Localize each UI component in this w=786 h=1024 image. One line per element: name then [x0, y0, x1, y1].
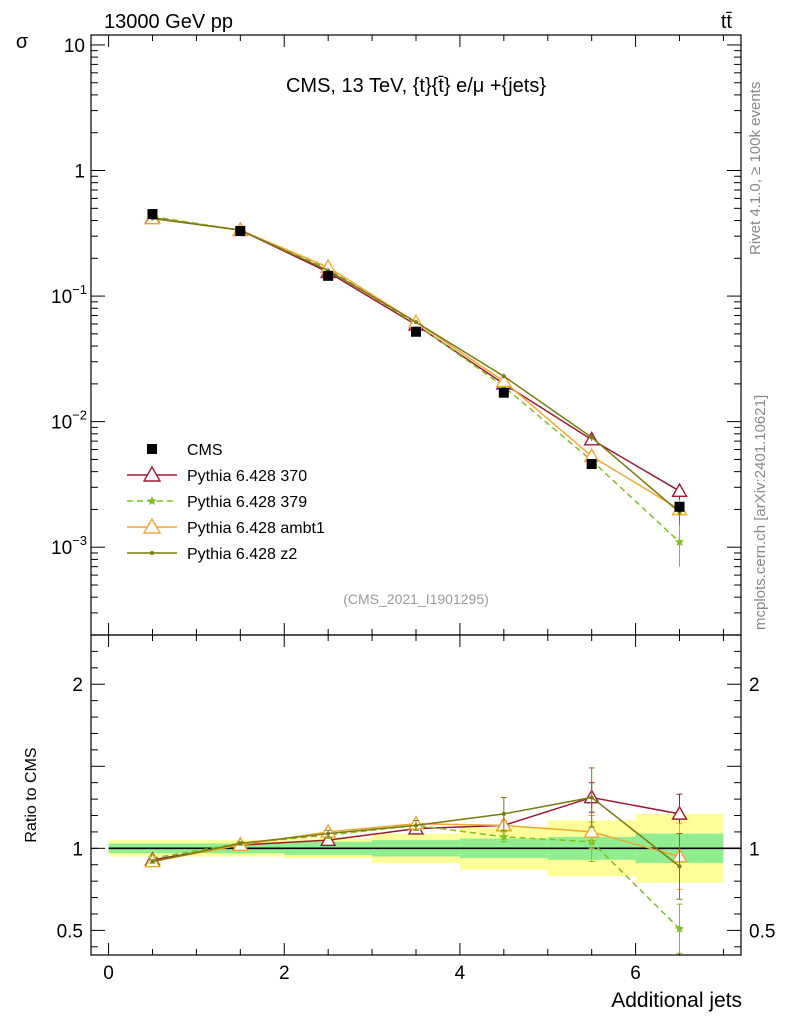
- ratio-y-tick-label-right: 2: [749, 675, 760, 696]
- marker-star: [499, 831, 509, 841]
- marker-dot: [150, 859, 155, 864]
- marker-dot: [150, 551, 154, 555]
- marker-dot: [501, 811, 506, 816]
- x-axis-label: Additional jets: [611, 989, 742, 1012]
- chart-title: CMS, 13 TeV, {t}{t̄} e/μ +{jets}: [286, 75, 546, 97]
- ratio-y-tick-label-right: 0.5: [749, 921, 775, 942]
- ratio-y-tick-label: 2: [72, 675, 83, 696]
- marker-dot: [677, 864, 682, 869]
- x-tick-label: 4: [455, 963, 466, 984]
- main-y-label: σ: [16, 31, 29, 53]
- x-tick-label: 0: [103, 963, 114, 984]
- marker-dot: [326, 831, 331, 836]
- legend-label: Pythia 6.428 z2: [187, 546, 297, 563]
- main-y-tick-label: 10−1: [51, 282, 87, 308]
- series-p379: [147, 211, 685, 567]
- legend-item-p370: Pythia 6.428 370: [127, 465, 307, 485]
- marker-star: [674, 923, 685, 933]
- marker-square: [498, 387, 509, 398]
- marker-dot: [414, 823, 418, 828]
- marker-square: [674, 501, 685, 512]
- legend: CMS Pythia 6.428 370 Pythia 6.428 379 Pythi…: [127, 442, 325, 563]
- main-y-tick-label: 1: [74, 162, 85, 183]
- marker-triangle: [319, 831, 337, 847]
- ratio-y-tick-label: 1: [72, 839, 83, 860]
- marker-triangle: [671, 805, 688, 820]
- ratio-y-tick-label: 0.5: [57, 921, 83, 942]
- ratio-series-z2: [149, 767, 683, 900]
- marker-square: [323, 270, 334, 281]
- series-cms-data: [147, 209, 685, 513]
- x-tick-label: 2: [279, 963, 290, 984]
- marker-square: [586, 459, 597, 470]
- legend-item-p379: Pythia 6.428 379: [127, 494, 307, 511]
- series-line-p370: [152, 217, 680, 492]
- main-y-tick-label: 10: [64, 36, 85, 57]
- x-tick-label: 6: [630, 963, 641, 984]
- marker-triangle: [671, 482, 688, 498]
- mcplots-label: mcplots.cern.ch [arXiv:2401.10621]: [752, 395, 769, 630]
- marker-triangle: [495, 372, 513, 388]
- rivet-label: Rivet 4.1.0, ≥ 100k events: [747, 82, 764, 255]
- process-label: tt̄: [721, 11, 733, 33]
- ratio-series: [144, 767, 688, 954]
- main-axis-ticks: 10−3 10−2 10−1 1 10: [51, 35, 741, 636]
- legend-label: Pythia 6.428 370: [187, 468, 307, 485]
- marker-square: [235, 225, 246, 236]
- legend-item-ambt1: Pythia 6.428 ambt1: [127, 517, 325, 537]
- series-p370: [144, 209, 688, 500]
- legend-label: Pythia 6.428 379: [187, 494, 307, 511]
- legend-item-z2: Pythia 6.428 z2: [127, 546, 297, 563]
- main-series: [144, 209, 688, 567]
- marker-dot: [589, 795, 594, 800]
- marker-square: [411, 326, 421, 337]
- legend-item-cms: CMS: [147, 442, 223, 459]
- marker-star: [674, 537, 685, 547]
- marker-dot: [589, 435, 594, 440]
- marker-triangle: [142, 465, 162, 482]
- energy-label: 13000 GeV pp: [104, 11, 233, 33]
- marker-dot: [238, 841, 243, 846]
- series-line-ambt1: [152, 217, 680, 511]
- ratio-frame: [90, 634, 742, 956]
- legend-label: CMS: [187, 442, 223, 459]
- marker-dot: [501, 374, 506, 379]
- legend-label: Pythia 6.428 ambt1: [187, 520, 325, 537]
- main-panel: 10−3 10−2 10−1 1 10 σ CMS, 13 TeV, {t}{t̄} e…: [16, 31, 742, 636]
- marker-dot: [414, 320, 418, 325]
- marker-triangle: [142, 517, 162, 534]
- ratio-axis-ticks: 0.5 0.5 1 1 2 2 0 2 4 6: [57, 635, 775, 984]
- marker-square: [147, 444, 157, 454]
- marker-triangle: [583, 823, 600, 838]
- marker-square: [147, 209, 158, 220]
- ratio-panel: 0.5 0.5 1 1 2 2 0 2 4 6 Ratio to CMS Additional j…: [23, 634, 775, 1012]
- chart-subtitle: (CMS_2021_I1901295): [343, 591, 489, 607]
- ratio-y-label: Ratio to CMS: [23, 747, 40, 842]
- ratio-y-tick-label-right: 1: [749, 839, 760, 860]
- main-y-tick-label: 10−2: [51, 408, 87, 434]
- marker-star: [147, 496, 157, 506]
- main-y-tick-label: 10−3: [51, 533, 87, 559]
